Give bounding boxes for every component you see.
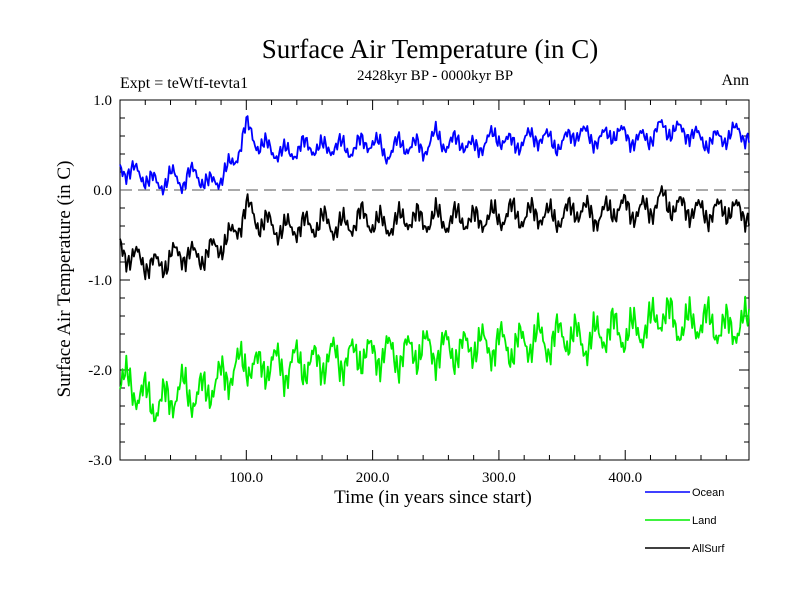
series-line-land: [119, 295, 750, 423]
x-tick-label: 400.0: [608, 470, 642, 486]
experiment-label: Expt = teWtf-tevta1: [120, 75, 248, 92]
series-line-ocean: [119, 115, 750, 196]
x-axis-label: Time (in years since start): [334, 487, 532, 508]
chart-title: Surface Air Temperature (in C): [262, 34, 599, 64]
y-tick-label: 0.0: [93, 183, 112, 199]
y-tick-label: 1.0: [93, 93, 112, 109]
y-tick-label: -2.0: [88, 363, 112, 379]
y-tick-label: -1.0: [88, 273, 112, 289]
season-label: Ann: [721, 72, 749, 89]
x-tick-label: 100.0: [229, 470, 263, 486]
chart-subtitle: 2428kyr BP - 0000kyr BP: [357, 68, 513, 84]
legend-label-allsurf: AllSurf: [692, 543, 725, 555]
y-tick-label: -3.0: [88, 453, 112, 469]
x-tick-label: 200.0: [356, 470, 390, 486]
series-line-allsurf: [119, 185, 750, 281]
plot-frame: [119, 99, 750, 461]
legend-label-land: Land: [692, 515, 716, 527]
x-tick-label: 300.0: [482, 470, 516, 486]
y-axis-label: Surface Air Temperature (in C): [54, 161, 75, 398]
legend-label-ocean: Ocean: [692, 487, 724, 499]
